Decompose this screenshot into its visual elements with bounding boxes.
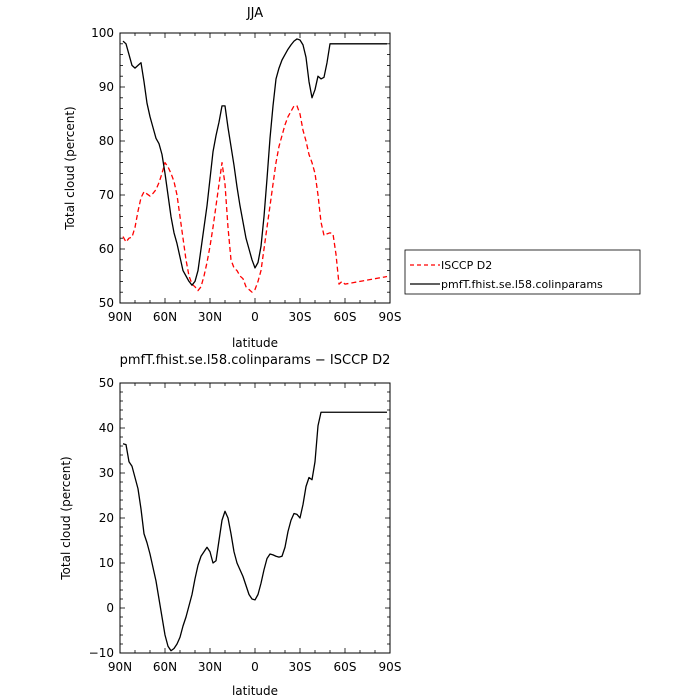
top-xtick-label: 60N: [153, 310, 177, 324]
bottom-ytick-label: 40: [99, 421, 114, 435]
bottom-xtick-label: 0: [251, 660, 259, 674]
bottom-chart: pmfT.fhist.se.l58.colinparams − ISCCP D2…: [59, 353, 401, 698]
bottom-xtick-label: 30N: [198, 660, 222, 674]
top-xtick-label: 90N: [108, 310, 132, 324]
bottom-ytick-label: −10: [89, 646, 114, 660]
bottom-series-line-0: [122, 411, 387, 652]
top-chart-title: JJA: [246, 6, 263, 21]
top-series-line-0: [122, 105, 388, 293]
top-chart: JJA latitude Total cloud (percent) 50 60 7…: [63, 6, 401, 350]
top-xtick-label: 0: [251, 310, 259, 324]
top-xtick-label: 60S: [334, 310, 357, 324]
top-xtick-label: 30S: [289, 310, 312, 324]
top-chart-legend: ISCCP D2 pmfT.fhist.se.l58.colinparams: [404, 249, 641, 295]
top-ytick-label: 90: [99, 80, 114, 94]
bottom-ytick-label: 20: [99, 511, 114, 525]
top-chart-ticks: 50 60 70 80 90 100 90N 60N 30N 0 30S 60S 90S: [91, 26, 401, 324]
top-series-line-1: [122, 38, 387, 286]
legend-entry-model: pmfT.fhist.se.l58.colinparams: [441, 278, 603, 291]
top-chart-xlabel: latitude: [232, 336, 278, 350]
bottom-chart-series: [122, 411, 387, 652]
top-chart-series: [122, 38, 388, 293]
legend-entry-isccp: ISCCP D2: [441, 259, 492, 272]
bottom-xtick-label: 90S: [379, 660, 402, 674]
bottom-ytick-label: 50: [99, 376, 114, 390]
top-ytick-label: 100: [91, 26, 114, 40]
bottom-chart-frame: [119, 382, 391, 654]
bottom-ytick-label: 0: [106, 601, 114, 615]
top-ytick-label: 80: [99, 134, 114, 148]
bottom-chart-ylabel: Total cloud (percent): [59, 456, 73, 580]
bottom-ytick-label: 10: [99, 556, 114, 570]
top-xtick-label: 90S: [379, 310, 402, 324]
top-ytick-label: 50: [99, 296, 114, 310]
top-xtick-label: 30N: [198, 310, 222, 324]
bottom-xtick-label: 60N: [153, 660, 177, 674]
bottom-chart-title: pmfT.fhist.se.l58.colinparams − ISCCP D2: [120, 353, 391, 368]
bottom-chart-ticks: −10 0 10 20 30 40 50 90N 60N 30N 0 30S 60S 90S: [89, 376, 402, 674]
bottom-chart-xlabel: latitude: [232, 684, 278, 698]
top-ytick-label: 60: [99, 242, 114, 256]
bottom-xtick-label: 90N: [108, 660, 132, 674]
bottom-xtick-label: 60S: [334, 660, 357, 674]
top-chart-frame: [119, 32, 391, 304]
bottom-ytick-label: 30: [99, 466, 114, 480]
top-ytick-label: 70: [99, 188, 114, 202]
legend-box: [404, 249, 641, 295]
top-chart-ylabel: Total cloud (percent): [63, 106, 77, 230]
bottom-xtick-label: 30S: [289, 660, 312, 674]
